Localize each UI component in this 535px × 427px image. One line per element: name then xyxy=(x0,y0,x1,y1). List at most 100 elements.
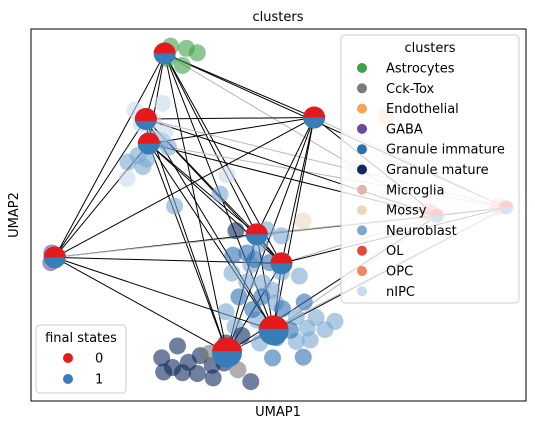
cell-point-granule-immature xyxy=(295,293,313,311)
cell-point-neuroblast xyxy=(134,158,152,176)
graph-edge xyxy=(256,117,315,235)
graph-edge xyxy=(164,53,258,235)
cell-point-granule-mature xyxy=(242,373,260,391)
chart-title: clusters xyxy=(253,10,304,25)
legend-label-nipc: nIPC xyxy=(386,285,415,300)
graph-edge xyxy=(54,256,274,331)
state-marker-1 xyxy=(63,374,73,384)
legend-label-cck-tox: Cck-Tox xyxy=(386,82,435,97)
cell-point-neuroblast xyxy=(272,227,290,245)
graph-edge xyxy=(54,256,228,354)
pie-nodes-layer xyxy=(43,42,514,368)
cell-point-granule-mature xyxy=(233,327,251,345)
cell-point-granule-mature xyxy=(204,369,222,387)
pie-node xyxy=(303,106,326,129)
pie-node xyxy=(153,42,176,65)
cell-point-nipc xyxy=(118,170,136,188)
state-label-1: 1 xyxy=(95,373,103,388)
cell-point-neuroblast xyxy=(223,264,241,282)
legend-label-neuroblast: Neuroblast xyxy=(386,224,457,239)
pie-slice-state-0 xyxy=(137,132,160,144)
legend-marker-astrocytes xyxy=(357,63,367,73)
pie-slice-state-0 xyxy=(245,223,268,235)
cell-point-astrocytes xyxy=(173,56,191,74)
cell-point-astrocytes xyxy=(188,44,206,62)
cell-point-granule-mature xyxy=(153,349,171,367)
graph-edge xyxy=(148,143,258,235)
graph-edge xyxy=(273,117,315,331)
pie-slice-state-0 xyxy=(303,106,326,118)
cell-point-granule-immature xyxy=(253,288,271,306)
clusters-legend-box xyxy=(340,34,520,304)
graph-edge xyxy=(54,117,315,258)
pie-slice-state-0 xyxy=(212,337,242,352)
graph-edge xyxy=(145,118,228,353)
legend-marker-nipc xyxy=(357,286,367,297)
graph-edge xyxy=(54,53,166,258)
cell-point-neuroblast xyxy=(166,197,184,215)
legend-label-granule-mature: Granule mature xyxy=(386,163,489,178)
legend-label-microglia: Microglia xyxy=(386,183,444,198)
pie-node xyxy=(245,223,268,246)
cell-point-granule-mature xyxy=(227,222,245,240)
final-states-legend-box xyxy=(35,324,127,394)
pie-node xyxy=(43,246,66,269)
cell-point-neuroblast xyxy=(217,303,235,321)
state-label-0: 0 xyxy=(95,352,103,367)
cell-point-granule-immature xyxy=(264,349,282,367)
pie-slice-state-0 xyxy=(153,42,176,54)
pie-node xyxy=(134,108,157,131)
legend-label-granule-immature: Granule immature xyxy=(386,143,505,158)
legend-label-astrocytes: Astrocytes xyxy=(386,62,455,77)
pie-node xyxy=(258,315,289,346)
graph-edge xyxy=(148,143,228,353)
pie-slice-state-0 xyxy=(270,252,293,264)
cell-point-neuroblast xyxy=(160,138,178,156)
y-axis-label: UMAP2 xyxy=(7,192,22,238)
final-states-legend-items: 01 xyxy=(63,352,103,388)
cell-point-nipc xyxy=(154,94,172,112)
cell-point-granule-immature xyxy=(246,251,264,269)
cell-point-granule-immature xyxy=(294,348,312,366)
legend-marker-microglia xyxy=(357,184,367,195)
cell-point-granule-immature xyxy=(230,288,248,306)
cell-point-granule-immature xyxy=(273,300,291,318)
clusters-legend-items: Astrocytes Cck-Tox Endothelial GABA Granule … xyxy=(357,62,505,300)
cell-point-granule-immature xyxy=(224,246,242,264)
legend-marker-endothelial xyxy=(357,103,367,114)
legend-marker-cck-tox xyxy=(357,83,367,94)
clusters-legend: clusters Astrocytes Cck-Tox Endothelial GAB… xyxy=(340,34,520,304)
pie-slice-state-0 xyxy=(43,246,66,258)
cell-point-neuroblast xyxy=(326,312,344,330)
graph-edge xyxy=(148,143,274,331)
cell-point-mossy xyxy=(294,212,312,230)
pie-slice-state-0 xyxy=(134,108,157,122)
cell-point-neuroblast xyxy=(307,309,325,327)
legend-label-mossy: Mossy xyxy=(386,204,427,219)
legend-label-ol: OL xyxy=(386,244,404,259)
cell-point-granule-mature xyxy=(155,363,173,381)
final-states-legend-title: final states xyxy=(45,331,117,346)
pie-slice-state-0 xyxy=(258,315,289,329)
legend-marker-opc xyxy=(357,266,367,276)
cell-point-granule-mature xyxy=(188,364,206,382)
legend-marker-granule-mature xyxy=(357,164,367,175)
legend-marker-mossy xyxy=(357,205,367,216)
graph-edge xyxy=(145,117,315,120)
clusters-legend-title: clusters xyxy=(405,41,456,56)
pie-node xyxy=(137,132,160,155)
graph-edge xyxy=(54,118,147,258)
cell-point-granule-immature xyxy=(244,300,262,318)
legend-label-opc: OPC xyxy=(386,265,413,280)
graph-edge xyxy=(148,117,315,145)
legend-marker-neuroblast xyxy=(357,225,367,236)
cell-point-neuroblast xyxy=(290,267,308,285)
x-axis-label: UMAP1 xyxy=(255,405,301,420)
cell-point-granule-mature xyxy=(173,364,191,382)
legend-marker-granule-immature xyxy=(357,144,367,155)
cell-point-neuroblast xyxy=(238,273,256,291)
cell-point-granule-mature xyxy=(169,337,187,355)
legend-marker-ol xyxy=(357,245,367,256)
legend-marker-gaba xyxy=(357,123,367,134)
